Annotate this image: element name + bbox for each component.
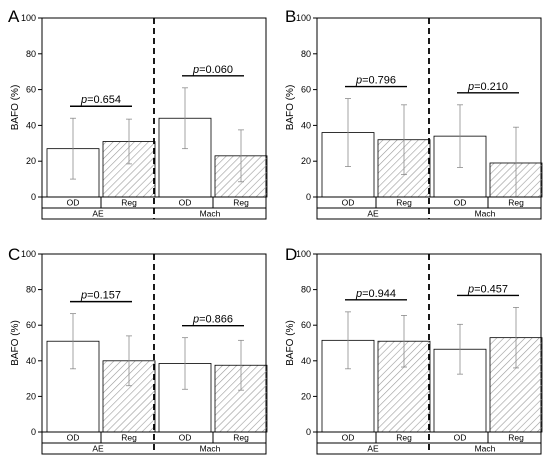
- p-value: =0.210: [474, 81, 508, 93]
- p-value: =0.654: [87, 94, 121, 106]
- panel-b: B BAFO (%) 0 20 40 60 80 100 OD Reg OD Reg AE Mach p=…: [275, 0, 550, 234]
- y-tick-label: 100: [296, 249, 311, 259]
- category-label: Reg: [508, 433, 524, 443]
- category-label: OD: [179, 433, 192, 443]
- p-value: =0.060: [199, 64, 233, 76]
- category-label: Reg: [233, 433, 249, 443]
- p-value: =0.796: [362, 75, 396, 87]
- panel-a: A BAFO (%) 0 20 40 60 80 100 OD Reg OD Reg AE Mach p=…: [0, 0, 275, 234]
- group-band: [316, 442, 542, 455]
- p-value: =0.457: [474, 283, 508, 295]
- group-label: AE: [367, 444, 379, 454]
- p-symbol: p: [80, 94, 87, 106]
- y-tick-label: 0: [31, 427, 36, 437]
- y-tick-label: 60: [301, 85, 311, 95]
- p-symbol: p: [467, 283, 474, 295]
- y-tick-label: 60: [301, 320, 311, 330]
- y-tick-label: 60: [26, 320, 36, 330]
- y-axis-label: BAFO (%): [285, 85, 296, 131]
- y-tick-label: 40: [26, 356, 36, 366]
- p-value-label: p=0.654: [80, 94, 121, 106]
- bar: [433, 348, 487, 433]
- y-tick-label: 20: [26, 156, 36, 166]
- y-tick-label: 0: [31, 192, 36, 202]
- category-label: OD: [67, 433, 80, 443]
- y-tick-label: 20: [301, 391, 311, 401]
- y-axis-label: BAFO (%): [10, 320, 21, 366]
- y-axis-label: BAFO (%): [285, 320, 296, 366]
- category-label: OD: [454, 198, 467, 208]
- y-tick-label: 40: [26, 120, 36, 130]
- p-value-label: p=0.457: [467, 283, 508, 295]
- group-label: Mach: [475, 209, 496, 219]
- group-label: AE: [367, 209, 379, 219]
- p-symbol: p: [192, 314, 199, 326]
- category-label: Reg: [508, 198, 524, 208]
- group-label: AE: [92, 444, 104, 454]
- y-tick-label: 40: [301, 120, 311, 130]
- category-label: Reg: [396, 433, 412, 443]
- category-label: OD: [67, 198, 80, 208]
- p-value: =0.157: [87, 290, 121, 302]
- p-symbol: p: [192, 64, 199, 76]
- panel-letter: B: [285, 7, 297, 26]
- y-tick-label: 60: [26, 85, 36, 95]
- group-band: [41, 207, 267, 220]
- y-tick-label: 80: [301, 49, 311, 59]
- y-tick-label: 40: [301, 356, 311, 366]
- group-label: Mach: [200, 444, 221, 454]
- y-tick-label: 100: [21, 13, 36, 23]
- p-value-label: p=0.796: [355, 75, 396, 87]
- category-label: OD: [179, 198, 192, 208]
- category-label: Reg: [121, 198, 137, 208]
- p-value: =0.866: [199, 314, 233, 326]
- p-value-label: p=0.060: [192, 64, 233, 76]
- panel-letter: C: [8, 245, 21, 264]
- y-axis-label: BAFO (%): [10, 85, 21, 131]
- p-value-label: p=0.944: [355, 288, 396, 300]
- panel-d: D BAFO (%) 0 20 40 60 80 100 OD Reg OD Reg AE Mach p=…: [275, 234, 550, 468]
- y-tick-label: 20: [26, 391, 36, 401]
- p-symbol: p: [355, 288, 362, 300]
- p-value-label: p=0.157: [80, 290, 121, 302]
- category-label: Reg: [233, 198, 249, 208]
- category-label: OD: [342, 433, 355, 443]
- group-band: [316, 207, 542, 220]
- panel-letter: A: [8, 7, 20, 26]
- p-value-label: p=0.866: [192, 314, 233, 326]
- group-label: Mach: [200, 209, 221, 219]
- group-label: Mach: [475, 444, 496, 454]
- category-label: Reg: [396, 198, 412, 208]
- y-tick-label: 100: [21, 249, 36, 259]
- category-label: OD: [342, 198, 355, 208]
- p-value: =0.944: [362, 288, 396, 300]
- category-label: OD: [454, 433, 467, 443]
- category-label: Reg: [121, 433, 137, 443]
- panel-c: C BAFO (%) 0 20 40 60 80 100 OD Reg OD Reg AE Mach p=…: [0, 234, 275, 468]
- group-band: [41, 442, 267, 455]
- y-tick-label: 0: [306, 427, 311, 437]
- y-tick-label: 20: [301, 156, 311, 166]
- y-tick-label: 100: [296, 13, 311, 23]
- p-symbol: p: [80, 290, 87, 302]
- p-value-label: p=0.210: [467, 81, 508, 93]
- y-tick-label: 80: [26, 285, 36, 295]
- group-label: AE: [92, 209, 104, 219]
- y-tick-label: 80: [301, 285, 311, 295]
- y-tick-label: 80: [26, 49, 36, 59]
- panel-letter: D: [285, 245, 298, 264]
- p-symbol: p: [355, 75, 362, 87]
- p-symbol: p: [467, 81, 474, 93]
- y-tick-label: 0: [306, 192, 311, 202]
